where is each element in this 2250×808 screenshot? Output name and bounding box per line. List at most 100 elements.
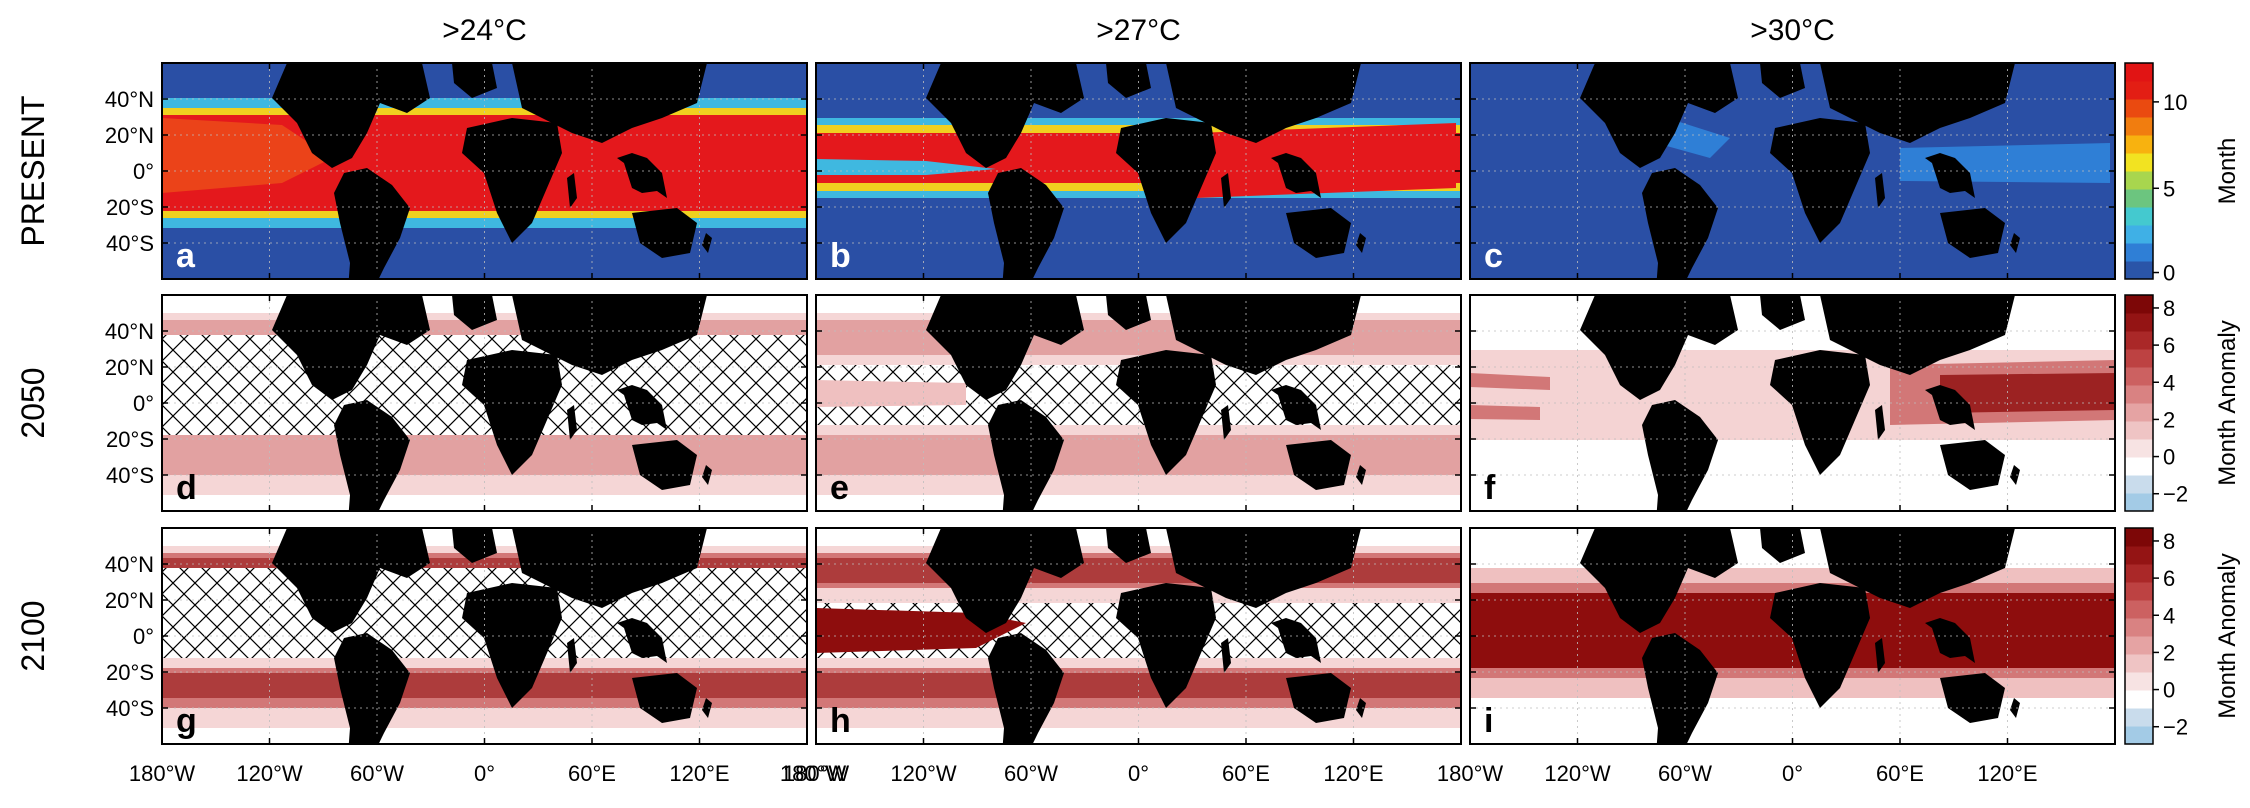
row-label: 2050 <box>15 367 51 438</box>
panel-present-27: b <box>815 62 1462 280</box>
colorbar-segment <box>2125 439 2153 458</box>
panel-2050-30: f <box>1469 294 2116 512</box>
lon-tick-label: 120°E <box>1977 761 2037 786</box>
graticule <box>1470 295 2115 511</box>
lat-tick-label: 40°N <box>105 319 154 344</box>
colorbar-tick-label: 0 <box>2163 445 2175 470</box>
lon-tick-label: 60°E <box>1222 761 1270 786</box>
panels-layer: a b c d e f g h i <box>161 62 2116 745</box>
colorbar-segment <box>2125 475 2153 494</box>
lat-tick-label: 40°S <box>106 231 154 256</box>
lat-tick-label: 40°N <box>105 552 154 577</box>
lon-tick-label: 180°W <box>780 761 847 786</box>
colorbar-segment <box>2125 493 2153 512</box>
colorbar-segment <box>2125 546 2153 565</box>
colorbar-segment <box>2125 189 2153 208</box>
lat-tick-label: 40°S <box>106 696 154 721</box>
lon-tick-label: 180°W <box>129 761 196 786</box>
graticule <box>816 528 1461 744</box>
lon-tick-label: 60°E <box>1876 761 1924 786</box>
panel-2050-24: d <box>161 294 808 512</box>
colorbar-segment <box>2125 385 2153 404</box>
eastern-pacific-anomaly-patch <box>816 380 966 407</box>
lon-tick-label: 60°W <box>1658 761 1712 786</box>
column-title: >30°C <box>1750 14 1835 47</box>
colorbar-tick-label: 4 <box>2163 370 2175 395</box>
colorbar: 8 6 4 2 0 −2 Month Anomaly <box>2124 294 2241 512</box>
lat-tick-label: 0° <box>133 624 154 649</box>
colorbar-segment <box>2125 618 2153 637</box>
colorbar-tick-label: −2 <box>2163 482 2188 507</box>
lat-tick-label: 0° <box>133 159 154 184</box>
colorbar-segment <box>2125 243 2153 262</box>
colorbar-segment <box>2125 313 2153 332</box>
colorbar: 8 6 4 2 0 −2 Month Anomaly <box>2124 527 2241 745</box>
colorbar-tick-label: 10 <box>2163 90 2187 115</box>
colorbar-segment <box>2125 117 2153 136</box>
colorbar-tick-label: 5 <box>2163 176 2175 201</box>
lat-tick-label: 20°S <box>106 427 154 452</box>
colorbar-segment <box>2125 295 2153 314</box>
colorbar-title: Month Anomaly <box>2214 553 2241 718</box>
lat-tick-label: 20°N <box>105 588 154 613</box>
graticule <box>1470 63 2115 279</box>
lon-tick-label: 60°W <box>1004 761 1058 786</box>
panel-letter: f <box>1484 469 1496 507</box>
lon-tick-label: 0° <box>1782 761 1803 786</box>
colorbar-segment <box>2125 726 2153 745</box>
lat-tick-label: 20°N <box>105 123 154 148</box>
colorbar-tick-label: 4 <box>2163 603 2175 628</box>
colorbar-tick-label: 0 <box>2163 678 2175 703</box>
panel-letter: g <box>176 702 197 740</box>
colorbar-segment <box>2125 81 2153 100</box>
colorbar-tick-label: 8 <box>2163 296 2175 321</box>
colorbar-title: Month Anomaly <box>2214 320 2241 485</box>
panel-letter: b <box>830 237 851 275</box>
colorbar-segment <box>2125 582 2153 601</box>
column-title: >27°C <box>1096 14 1181 47</box>
panel-present-24: a <box>161 62 808 280</box>
lon-tick-label: 60°W <box>350 761 404 786</box>
colorbar-segment <box>2125 171 2153 190</box>
lat-tick-label: 20°N <box>105 355 154 380</box>
panel-letter: h <box>830 702 851 740</box>
colorbar-segment <box>2125 600 2153 619</box>
graticule <box>816 63 1461 279</box>
panel-letter: e <box>830 469 849 507</box>
colorbar-segment <box>2125 528 2153 547</box>
colorbar-segment <box>2125 690 2153 709</box>
colorbar-tick-label: 8 <box>2163 529 2175 554</box>
colorbar-segment <box>2125 153 2153 172</box>
lat-tick-label: 20°S <box>106 195 154 220</box>
lon-tick-label: 120°W <box>890 761 957 786</box>
colorbar: 10 5 0 Month <box>2124 62 2241 286</box>
eastern-pacific-anomaly-south <box>1470 405 1540 420</box>
graticule <box>162 528 807 744</box>
warm-pool-patch <box>1900 143 2110 183</box>
colorbar-tick-label: 6 <box>2163 333 2175 358</box>
row-label: PRESENT <box>15 95 51 246</box>
colorbar-segment <box>2125 564 2153 583</box>
lon-tick-label: 0° <box>474 761 495 786</box>
anomaly-band-south <box>162 435 807 475</box>
graticule <box>816 295 1461 511</box>
colorbar-segment <box>2125 403 2153 422</box>
cold-tongue <box>816 159 996 175</box>
colorbar-segment <box>2125 261 2153 280</box>
colorbar-segment <box>2125 135 2153 154</box>
colorbar-segment <box>2125 225 2153 244</box>
colorbar-segment <box>2125 654 2153 673</box>
colorbar-tick-label: 2 <box>2163 640 2175 665</box>
panel-letter: i <box>1484 702 1493 740</box>
panel-letter: d <box>176 469 197 507</box>
colorbar-frame <box>2124 527 2154 745</box>
lon-tick-label: 120°W <box>236 761 303 786</box>
colorbar-segment <box>2125 367 2153 386</box>
labels-layer: >24°C >27°C >30°C PRESENT 2050 2100 40°N 20°N 0°… <box>15 14 2038 786</box>
colorbar-segment <box>2125 63 2153 82</box>
lat-tick-label: 0° <box>133 391 154 416</box>
panel-2100-27: h <box>815 527 1462 745</box>
colorbar-tick-label: 2 <box>2163 407 2175 432</box>
indo-pacific-warm-pool <box>1196 123 1456 198</box>
